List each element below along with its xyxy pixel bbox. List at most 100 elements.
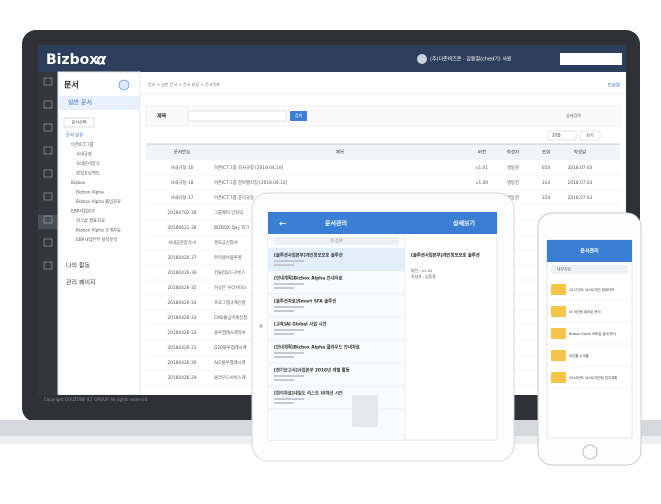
icon-active[interactable]	[38, 215, 58, 229]
table-cell[interactable]: 경조금신청서	[214, 239, 238, 246]
table-cell[interactable]: 그룹웨어 인화의	[214, 209, 243, 216]
tablet-list-item[interactable]: [솔루션자료]Smart SFA 솔루션	[274, 298, 336, 305]
table-cell: 영동현	[507, 164, 519, 171]
sidebar-icon[interactable]	[43, 77, 53, 86]
menu-title: 문서	[64, 80, 79, 90]
table-cell[interactable]: 건물리모드서비스	[214, 269, 246, 276]
table-cell[interactable]: 클라우드서비스계	[214, 374, 246, 381]
tree-item[interactable]: Bizbox	[71, 180, 86, 186]
menu-section[interactable]: 관리 페이지	[66, 279, 96, 287]
page-size-box[interactable]	[547, 130, 577, 141]
sidebar-icon[interactable]	[43, 215, 53, 224]
sidebar-icon[interactable]	[43, 169, 53, 178]
tablet-list-item[interactable]: [교육]AI Global 사업 시안	[274, 321, 327, 328]
copyright: Copyright DOUZONE ICT GROUP. All rights …	[44, 397, 148, 402]
folder-icon[interactable]	[551, 284, 566, 295]
table-cell[interactable]: 이존ICT그룹 윤리규정	[214, 194, 254, 201]
phone-list-item[interactable]: 2018년도 UI/UX개선팀 업무계획	[569, 375, 617, 380]
folder-icon[interactable]	[551, 306, 566, 317]
tablet-list-item[interactable]: [연내계획]Bizbox Alpha 클라우드 안내자료	[274, 344, 360, 351]
table-cell: 영동현	[507, 179, 519, 186]
tablet-item-meta	[274, 398, 304, 400]
tablet-search-label[interactable]: Q 검색	[331, 237, 343, 243]
tablet-search[interactable]	[274, 237, 399, 245]
tree-item[interactable]: Bizbox Alpha 소개자료	[76, 227, 121, 234]
tree-item[interactable]: 이존ICT그룹	[71, 141, 94, 148]
table-cell: 314	[542, 195, 550, 201]
tablet-list-item[interactable]: [연내계획]Bizbox Alpha 안내자료	[274, 275, 342, 282]
table-cell[interactable]: 이곳은 우리서비스	[214, 284, 247, 291]
page-size[interactable]: 20줄	[552, 133, 561, 138]
help-link[interactable]: 도움말	[608, 82, 620, 89]
tablet-list-item[interactable]: [정기보고서]사업본부 2018년 개별 활동	[274, 367, 350, 374]
user-name[interactable]: (주)더존비즈온 · 김동철(ched기) 사원	[430, 56, 512, 63]
tablet-title: 문서관리	[325, 220, 347, 228]
table-cell[interactable]: 블루랩레시계약서	[214, 329, 246, 336]
tree-item[interactable]: 사내규정	[76, 151, 92, 158]
sidebar-icon[interactable]	[43, 238, 53, 247]
menu-active-bg	[58, 96, 140, 110]
table-cell[interactable]: 이존ICT그룹 분야별지침 [2018.04.10]	[214, 179, 287, 186]
phone-list-item[interactable]: 내선플 소개물	[569, 353, 589, 358]
table-cell: 사내규정-16	[171, 164, 194, 171]
menu-button[interactable]	[63, 117, 95, 128]
view-box[interactable]	[579, 130, 601, 141]
tablet-detail-heading: [솔루션사업본부]개인정보보호 솔루션	[411, 252, 480, 259]
folder-icon[interactable]	[551, 350, 566, 361]
search-button[interactable]	[290, 111, 307, 121]
menu-active[interactable]: 일반 문서	[68, 99, 92, 107]
table-cell[interactable]: 이존ICT그룹 감사규정 [2018.04.10]	[214, 164, 284, 171]
search-input[interactable]	[187, 110, 287, 122]
table-cell[interactable]: BIZBOX Day 워크	[214, 224, 249, 231]
sidebar-icon[interactable]	[43, 192, 53, 201]
table-cell[interactable]: AIO블루랩레시계	[214, 359, 245, 366]
table-cell[interactable]: CMS출금이체신청	[214, 314, 247, 321]
tree-item[interactable]: Bizbox Alpha	[76, 190, 104, 196]
logo: Bizbox	[46, 52, 98, 68]
tree-item[interactable]: 문서 분류	[66, 132, 83, 139]
tree-item[interactable]: 영업프로젝트	[76, 170, 100, 177]
tablet-detail-line: 버전 : v1.02	[411, 268, 433, 273]
table-cell[interactable]: 프로그램규매신청	[214, 299, 246, 306]
phone-home-button[interactable]	[582, 444, 598, 460]
top-bar	[38, 45, 626, 72]
view-button[interactable]: 보기	[586, 132, 594, 138]
tablet-header	[268, 212, 497, 234]
menu-button-label[interactable]: 문서선택	[72, 119, 87, 125]
table-cell[interactable]: 아이큐브블루영	[214, 254, 242, 261]
menu-section[interactable]: 나의 활동	[66, 262, 90, 270]
table-cell: 20180426-30	[168, 360, 197, 366]
phone-list-item[interactable]: UI 개선팀 회의된 문서	[569, 309, 601, 314]
folder-icon[interactable]	[551, 372, 566, 383]
column-header: 문서번호	[174, 149, 191, 156]
sidebar-icon[interactable]	[43, 261, 53, 270]
search-button-label[interactable]: 검색	[295, 112, 303, 118]
tablet-item-meta	[274, 352, 304, 354]
tree-item[interactable]: Bizbox Alpha 출입자료	[76, 198, 121, 205]
sidebar-icon[interactable]	[43, 100, 53, 109]
icon-sidebar	[38, 72, 58, 395]
phone-list-item[interactable]: 2017년도 UI/UX개선 팀데이보	[569, 287, 614, 292]
table-cell: 20180426-36	[168, 270, 197, 276]
phone-list-item[interactable]: Bizbox Alpha 모바일 설계 문서	[569, 331, 616, 336]
sidebar-icon[interactable]	[43, 146, 53, 155]
tree-item[interactable]: EBP사업본부	[71, 208, 95, 215]
global-search[interactable]	[560, 53, 622, 65]
advanced-search[interactable]: 상세검색	[566, 112, 581, 118]
tree-item[interactable]: 워크샵 발표자료	[76, 217, 105, 224]
tablet-item-meta	[274, 333, 294, 335]
table-cell: 20180426-37	[168, 255, 197, 261]
tablet-list-item[interactable]: [회의자료]내일도 리스트 UI개선 시안	[274, 390, 343, 397]
phone-search[interactable]	[551, 265, 628, 274]
column-header: 작성일	[574, 149, 586, 156]
phone-search-label[interactable]: 내부자료	[557, 267, 571, 272]
tree-item[interactable]: 사내문서양식	[76, 160, 100, 167]
tablet-detail-line: 작성자 : 김동철	[411, 274, 436, 279]
table-cell[interactable]: G20블루랩레시계	[214, 344, 247, 351]
tree-item[interactable]: EBP사업본부 실적분석	[76, 236, 117, 243]
tablet-item-meta	[274, 310, 294, 312]
folder-icon[interactable]	[551, 328, 566, 339]
tablet-list-item[interactable]: [솔루션사업본부]개인정보보호 솔루션	[274, 252, 343, 259]
sidebar-icon[interactable]	[43, 123, 53, 132]
